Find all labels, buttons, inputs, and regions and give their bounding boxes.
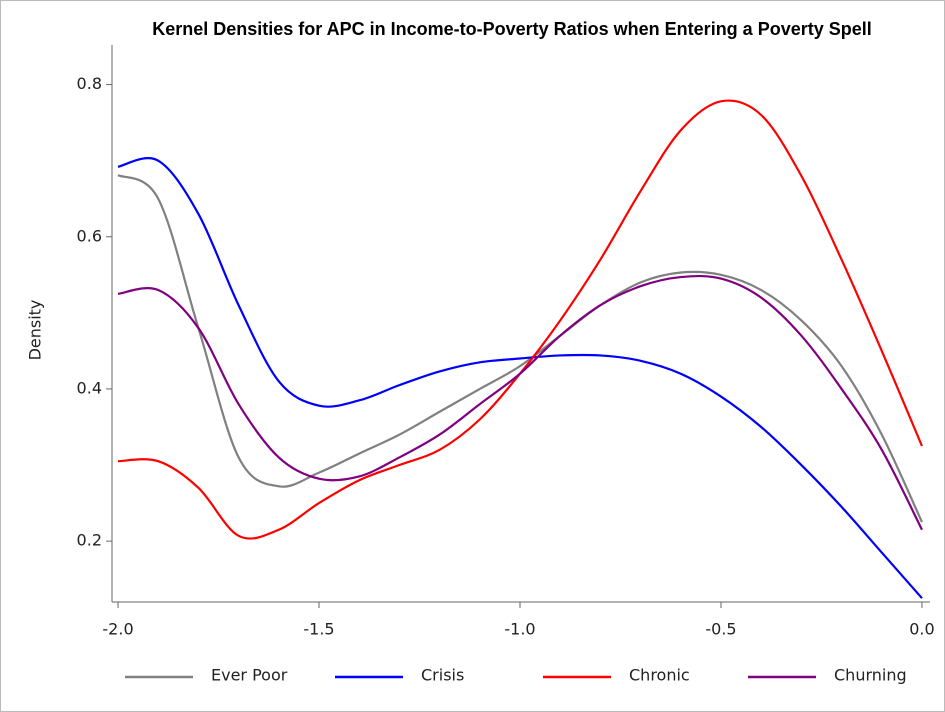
legend-label: Churning [834, 666, 907, 685]
line-series [117, 99, 923, 540]
y-tick-label: 0.2 [77, 531, 102, 550]
y-tick-label: 0.6 [77, 226, 102, 245]
x-tick-label: -1.0 [504, 620, 535, 639]
y-tick-label: 0.4 [77, 378, 102, 397]
y-tick-label: 0.8 [77, 74, 102, 93]
x-tick-label: -1.5 [303, 620, 334, 639]
x-tick-label: -0.5 [705, 620, 736, 639]
x-tick-label: -2.0 [102, 620, 133, 639]
legend-label: Chronic [629, 666, 690, 685]
line-series [117, 274, 923, 531]
y-axis-label: Density [26, 300, 45, 361]
chart-title: Kernel Densities for APC in Income-to-Po… [152, 19, 872, 39]
legend-label: Ever Poor [211, 666, 288, 685]
line-series [117, 174, 923, 523]
line-series [117, 157, 923, 599]
x-tick-label: 0.0 [909, 620, 934, 639]
legend-label: Crisis [421, 666, 464, 685]
